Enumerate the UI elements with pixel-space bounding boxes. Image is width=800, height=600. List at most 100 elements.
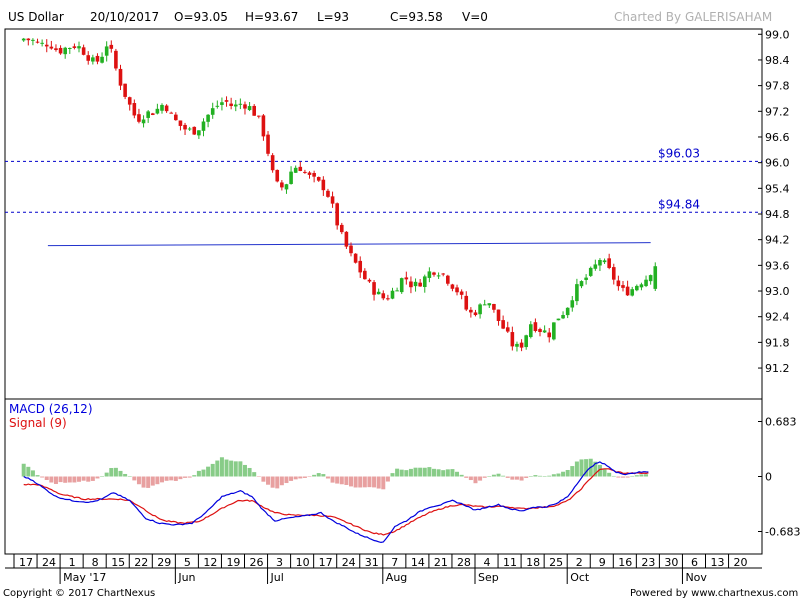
- candle-body: [63, 47, 67, 55]
- candle-body: [616, 280, 621, 287]
- candle-body: [54, 48, 58, 51]
- price-axis-label: 91.8: [765, 336, 790, 349]
- macd-histogram-bar: [302, 476, 307, 478]
- candle-body: [482, 304, 487, 306]
- macd-histogram-bar: [478, 476, 483, 481]
- x-axis-day-label: 24: [342, 556, 356, 569]
- macd-histogram-bar: [146, 476, 151, 488]
- macd-histogram-bar: [399, 469, 404, 477]
- macd-histogram-bar: [155, 476, 160, 485]
- candle-body: [588, 267, 593, 276]
- macd-histogram-bar: [579, 459, 584, 477]
- candle-body: [303, 171, 307, 173]
- macd-histogram-bar: [528, 476, 533, 477]
- candle-body: [31, 39, 35, 41]
- x-axis-day-label: 17: [19, 556, 33, 569]
- candle-body: [91, 57, 95, 62]
- candle-body: [464, 295, 469, 310]
- x-axis-day-label: 8: [92, 556, 99, 569]
- macd-histogram-bar: [390, 473, 395, 477]
- x-axis-day-label: 18: [526, 556, 540, 569]
- macd-histogram-bar: [551, 474, 556, 477]
- macd-histogram-bar: [90, 476, 95, 481]
- x-axis-day-label: 20: [734, 556, 748, 569]
- macd-histogram-bar: [487, 476, 492, 477]
- candle-body: [381, 293, 386, 299]
- x-axis-day-label: 17: [319, 556, 333, 569]
- candle-body: [95, 55, 100, 62]
- candle-body: [372, 282, 376, 295]
- candle-body: [330, 196, 335, 204]
- candle-body: [312, 172, 316, 177]
- candle-body: [496, 309, 501, 321]
- x-axis-day-label: 24: [42, 556, 56, 569]
- candle-body: [210, 108, 215, 115]
- macd-histogram-bar: [330, 476, 335, 483]
- candle-body: [275, 169, 280, 182]
- macd-histogram-bar: [35, 475, 40, 477]
- macd-histogram-bar: [289, 476, 294, 481]
- candle-body: [26, 38, 31, 41]
- macd-histogram-bar: [206, 466, 211, 477]
- close-label: C=93.58: [390, 10, 443, 24]
- candle-body: [413, 281, 418, 287]
- candle-body: [455, 287, 459, 293]
- candle-body: [109, 44, 114, 49]
- price-axis-label: 91.2: [765, 362, 790, 375]
- macd-histogram-bar: [538, 475, 543, 477]
- x-axis-month-label: Aug: [386, 571, 407, 584]
- candle-body: [49, 46, 54, 49]
- macd-histogram-bar: [81, 476, 86, 481]
- macd-histogram-bar: [644, 474, 649, 477]
- candle-body: [487, 303, 492, 306]
- resistance-trendline: [47, 242, 651, 247]
- candle-body: [505, 327, 510, 332]
- candle-body: [316, 177, 321, 181]
- macd-histogram-bar: [86, 476, 91, 482]
- candle-body: [625, 286, 630, 296]
- candle-body: [538, 329, 542, 332]
- candle-body: [187, 128, 192, 130]
- candle-body: [363, 270, 367, 280]
- candle-body: [270, 155, 275, 171]
- macd-histogram-bar: [150, 476, 155, 486]
- macd-histogram-bar: [21, 463, 26, 477]
- macd-histogram-bar: [173, 476, 178, 481]
- x-axis-day-label: 2: [576, 556, 583, 569]
- macd-histogram-bar: [127, 476, 132, 477]
- candle-body: [183, 124, 187, 130]
- candle-body: [206, 114, 210, 122]
- macd-histogram-bar: [372, 476, 377, 488]
- x-axis-month-label: Jun: [177, 571, 195, 584]
- candle-body: [224, 100, 229, 102]
- candle-body: [21, 38, 26, 41]
- macd-histogram-bar: [547, 475, 552, 477]
- macd-histogram-bar: [353, 476, 358, 488]
- macd-histogram-bar: [593, 461, 598, 477]
- macd-histogram-bar: [533, 475, 538, 477]
- candle-body: [201, 121, 206, 131]
- macd-histogram-bar: [514, 476, 519, 480]
- price-axis-label: 99.0: [765, 28, 790, 41]
- candle-body: [339, 224, 344, 233]
- candle-body: [570, 300, 575, 308]
- candle-body: [307, 172, 312, 175]
- macd-title: MACD (26,12): [9, 402, 93, 416]
- candle-body: [501, 320, 505, 329]
- candle-body: [192, 126, 197, 135]
- macd-histogram-bar: [395, 468, 400, 477]
- candle-body: [35, 41, 40, 43]
- candle-body: [353, 253, 358, 263]
- macd-histogram-bar: [441, 470, 446, 477]
- candle-body: [510, 332, 515, 347]
- macd-histogram-bar: [49, 476, 54, 483]
- macd-histogram-bar: [169, 476, 174, 481]
- candle-body: [399, 278, 404, 293]
- candle-body: [621, 285, 625, 288]
- x-axis-day-label: 9: [599, 556, 606, 569]
- price-axis-label: 96.6: [765, 131, 790, 144]
- macd-histogram-bar: [261, 476, 266, 482]
- macd-histogram-bar: [298, 476, 303, 479]
- candle-body: [593, 264, 598, 269]
- macd-histogram-bar: [192, 475, 197, 477]
